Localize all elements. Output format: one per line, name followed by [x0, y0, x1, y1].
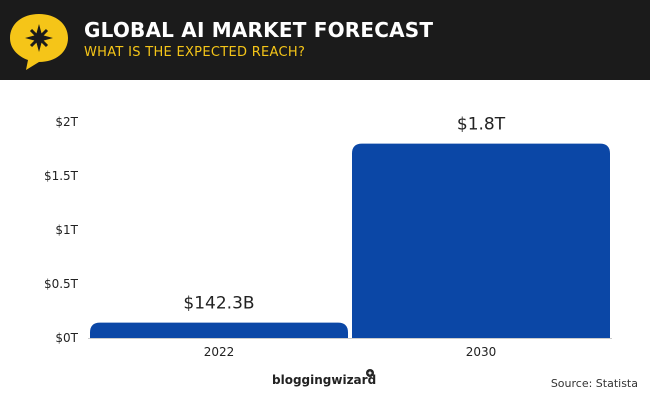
data-label-2022: $142.3B	[183, 294, 254, 314]
y-tick-label: $0T	[55, 331, 78, 345]
chart-title: GLOBAL AI MARKET FORECAST	[84, 18, 434, 42]
y-tick-label: $1.5T	[44, 169, 79, 183]
y-tick-label: $2T	[55, 115, 78, 129]
header-banner: GLOBAL AI MARKET FORECAST WHAT IS THE EX…	[0, 0, 650, 80]
wizard-star-icon	[366, 369, 374, 377]
chart-subtitle: WHAT IS THE EXPECTED REACH?	[84, 45, 306, 60]
bar-2022	[90, 322, 348, 338]
y-tick-label: $0.5T	[44, 277, 79, 291]
x-tick-label-2022: 2022	[204, 345, 235, 359]
x-tick-label-2030: 2030	[466, 345, 497, 359]
y-tick-label: $1T	[55, 223, 78, 237]
data-label-2030: $1.8T	[457, 115, 506, 135]
brand-logo-text: bloggingwizard	[272, 373, 377, 387]
star-badge-icon	[10, 14, 68, 70]
bar-chart: $0T $0.5T $1T $1.5T $2T $142.3B 2022 $1.8T 2030	[44, 115, 612, 359]
bar-2030	[352, 143, 610, 338]
source-note: Source: Statista	[550, 377, 638, 390]
